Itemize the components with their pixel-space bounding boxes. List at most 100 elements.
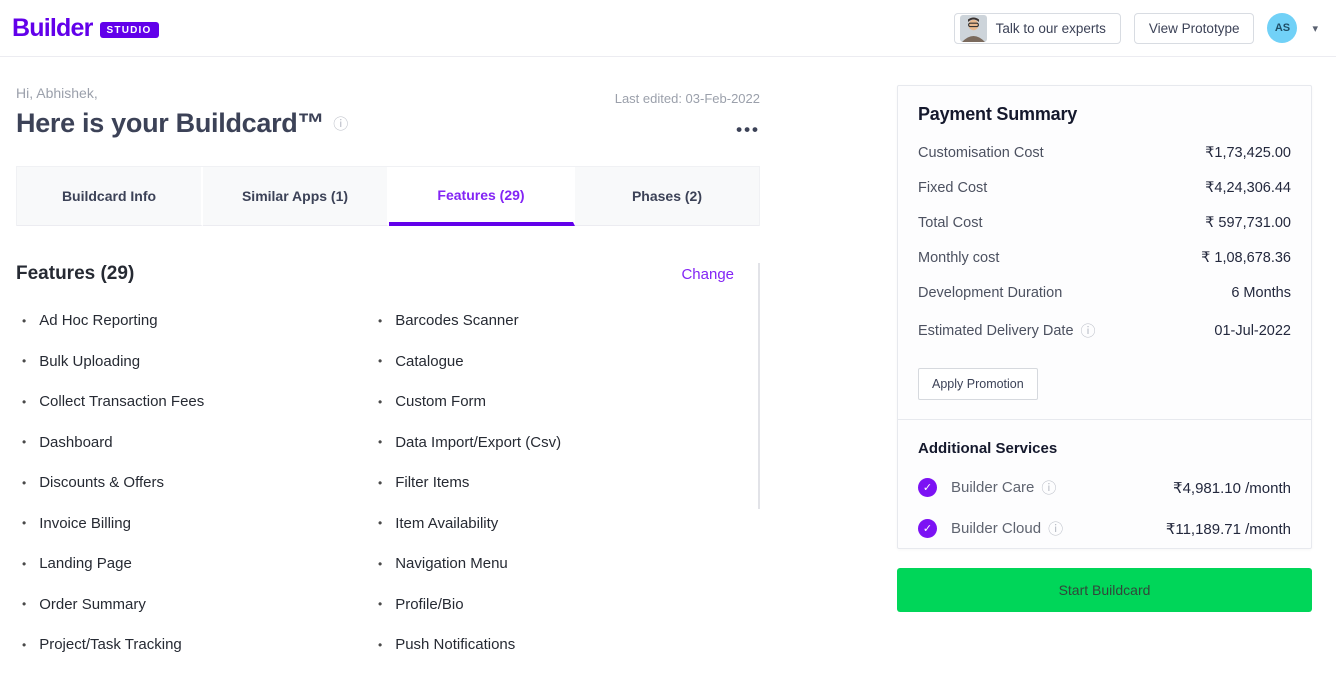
- additional-services-list: ✓ Builder Care ⓘ ₹4,981.10 /month ✓ Builder C…: [918, 477, 1291, 539]
- start-buildcard-button[interactable]: Start Buildcard: [897, 568, 1312, 612]
- main-content: Hi, Abhishek, Here is your Buildcard™ ⓘ …: [0, 57, 1336, 653]
- expert-avatar: [959, 14, 987, 42]
- info-icon[interactable]: ⓘ: [1048, 521, 1064, 538]
- features-column-1: • Ad Hoc Reporting • Bulk Uploading • Collect…: [16, 312, 372, 677]
- payment-row-label: Estimated Delivery Date ⓘ: [918, 320, 1096, 341]
- service-price: ₹11,189.71 /month: [1165, 520, 1291, 538]
- buildcard-info-icon[interactable]: ⓘ: [333, 116, 349, 133]
- chevron-down-icon[interactable]: ▾: [1312, 22, 1318, 35]
- additional-services-title: Additional Services: [918, 440, 1058, 457]
- feature-label: Profile/Bio: [395, 595, 464, 613]
- info-icon[interactable]: ⓘ: [1080, 323, 1096, 340]
- bullet-icon: •: [22, 435, 27, 449]
- checked-checkbox-icon[interactable]: ✓: [918, 478, 937, 497]
- payment-row-label: Total Cost: [918, 215, 983, 231]
- feature-item: • Data Import/Export (Csv): [372, 434, 728, 451]
- bullet-icon: •: [378, 637, 383, 652]
- feature-item: • Discounts & Offers: [16, 474, 372, 491]
- checked-checkbox-icon[interactable]: ✓: [918, 519, 937, 538]
- payment-summary-title: Payment Summary: [918, 104, 1078, 124]
- logo-studio-badge: STUDIO: [99, 22, 159, 38]
- payment-row-label: Monthly cost: [918, 250, 1000, 266]
- features-heading: Features (29): [16, 263, 135, 284]
- more-options-icon[interactable]: •••: [736, 120, 760, 139]
- info-icon[interactable]: ⓘ: [1041, 480, 1057, 497]
- page-title: Here is your Buildcard™: [16, 108, 325, 138]
- feature-item: • Barcodes Scanner: [372, 312, 728, 329]
- feature-label: Landing Page: [39, 555, 132, 572]
- tab-features-29[interactable]: Features (29): [389, 167, 575, 226]
- feature-label: Barcodes Scanner: [395, 312, 519, 329]
- feature-item: • Navigation Menu: [372, 555, 728, 572]
- payment-row-value: 6 Months: [1231, 285, 1291, 301]
- bullet-icon: •: [22, 637, 27, 652]
- payment-row: Development Duration 6 Months: [918, 285, 1291, 301]
- change-features-link[interactable]: Change: [681, 265, 734, 283]
- service-label: Builder Care ⓘ: [951, 479, 1057, 497]
- tab-phases-2[interactable]: Phases (2): [575, 167, 759, 226]
- bullet-icon: •: [22, 354, 27, 368]
- bullet-icon: •: [378, 475, 383, 490]
- last-edited-text: Last edited: 03-Feb-2022: [614, 91, 760, 106]
- view-prototype-button[interactable]: View Prototype: [1133, 12, 1255, 44]
- apply-promotion-button[interactable]: Apply Promotion: [918, 368, 1038, 400]
- features-column-2: • Barcodes Scanner • Catalogue • Custom Form •…: [372, 312, 728, 677]
- buildcard-tabs: Buildcard Info Similar Apps (1) Features (…: [16, 166, 760, 226]
- bullet-icon: •: [378, 313, 383, 328]
- feature-item: • Push Notifications: [372, 636, 728, 653]
- feature-item: • Profile/Bio: [372, 596, 728, 613]
- tab-label: Phases (2): [631, 188, 703, 204]
- bullet-icon: •: [378, 435, 383, 449]
- bullet-icon: •: [378, 556, 383, 571]
- feature-label: Navigation Menu: [395, 555, 508, 572]
- bullet-icon: •: [22, 475, 27, 490]
- user-avatar[interactable]: AS: [1267, 13, 1298, 43]
- payment-row-value: ₹4,24,306.44: [1205, 180, 1291, 196]
- payment-summary-panel: Payment Summary Customisation Cost ₹1,73,…: [897, 85, 1312, 549]
- feature-item: • Catalogue: [372, 353, 728, 370]
- payment-row: Monthly cost ₹ 1,08,678.36: [918, 250, 1291, 266]
- service-row: ✓ Builder Care ⓘ ₹4,981.10 /month: [918, 477, 1291, 498]
- greeting-text: Hi, Abhishek,: [16, 85, 98, 101]
- view-prototype-label: View Prototype: [1148, 20, 1240, 36]
- bullet-icon: •: [378, 597, 383, 611]
- feature-item: • Ad Hoc Reporting: [16, 312, 372, 329]
- builder-studio-logo[interactable]: Builder STUDIO: [12, 14, 159, 43]
- feature-item: • Filter Items: [372, 474, 728, 491]
- feature-label: Filter Items: [395, 474, 470, 491]
- bullet-icon: •: [22, 556, 27, 571]
- feature-item: • Custom Form: [372, 393, 728, 410]
- feature-item: • Landing Page: [16, 555, 372, 572]
- feature-item: • Collect Transaction Fees: [16, 393, 372, 410]
- bullet-icon: •: [378, 516, 383, 530]
- bullet-icon: •: [22, 313, 27, 328]
- payment-row-value: ₹ 1,08,678.36: [1201, 250, 1291, 266]
- payment-row-value: ₹ 597,731.00: [1205, 215, 1291, 231]
- bullet-icon: •: [378, 394, 383, 409]
- feature-label: Project/Task Tracking: [39, 636, 182, 653]
- feature-label: Collect Transaction Fees: [39, 393, 205, 410]
- top-bar-actions: Talk to our experts View Prototype AS ▾: [953, 12, 1318, 44]
- feature-label: Item Availability: [395, 514, 499, 532]
- bullet-icon: •: [22, 394, 27, 409]
- service-row: ✓ Builder Cloud ⓘ ₹11,189.71 /month: [918, 518, 1291, 539]
- talk-to-experts-button[interactable]: Talk to our experts: [953, 12, 1121, 44]
- logo-brand-text: Builder: [12, 13, 93, 42]
- feature-label: Data Import/Export (Csv): [395, 433, 562, 451]
- feature-item: • Project/Task Tracking: [16, 636, 372, 653]
- feature-label: Bulk Uploading: [39, 352, 141, 370]
- features-pane: Features (29) Change • Ad Hoc Reporting • B…: [16, 263, 760, 677]
- payment-row: Fixed Cost ₹4,24,306.44: [918, 180, 1291, 196]
- feature-label: Order Summary: [39, 595, 146, 613]
- user-initials: AS: [1274, 22, 1291, 34]
- tab-buildcard-info[interactable]: Buildcard Info: [17, 167, 203, 226]
- payment-row-value: ₹1,73,425.00: [1205, 145, 1291, 161]
- feature-label: Invoice Billing: [39, 514, 131, 532]
- feature-item: • Invoice Billing: [16, 515, 372, 532]
- features-scrollbar[interactable]: [758, 263, 760, 509]
- feature-item: • Bulk Uploading: [16, 353, 372, 370]
- bullet-icon: •: [22, 516, 27, 530]
- feature-label: Custom Form: [395, 393, 487, 410]
- payment-row-label: Customisation Cost: [918, 145, 1044, 161]
- tab-similar-apps-1[interactable]: Similar Apps (1): [203, 167, 389, 226]
